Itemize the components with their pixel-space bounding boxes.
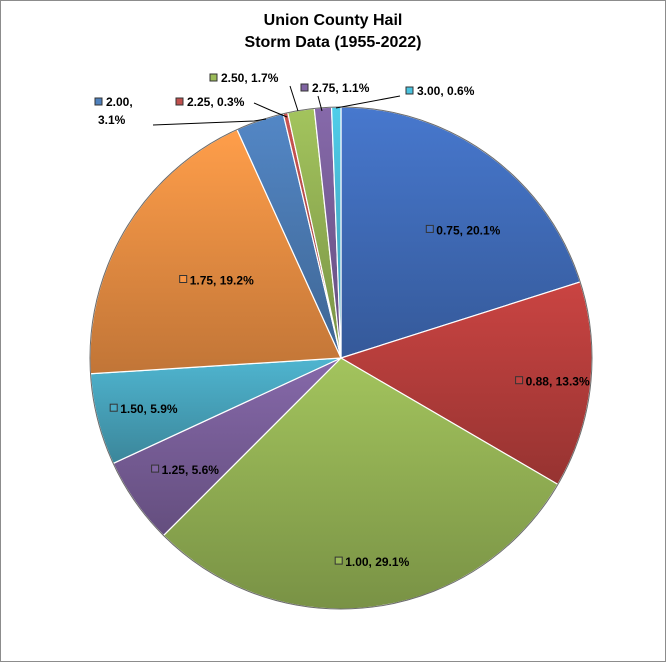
leader-line-3-00 [335,95,401,109]
chart-title-line1: Union County Hail [263,12,403,29]
svg-text:2.75, 1.1%: 2.75, 1.1% [312,81,370,95]
data-label-3-00: 3.00, 0.6% [405,84,475,98]
svg-text:2.00,: 2.00, [106,95,133,109]
chart-title-line2: Storm Data (1955-2022) [244,34,422,51]
data-label-1-25: 1.25, 5.6% [151,463,220,477]
svg-text:1.00, 29.1%: 1.00, 29.1% [345,555,409,569]
leader-line-2-50 [289,85,299,112]
data-label-0-88: 0.88, 13.3% [515,375,590,389]
leader-line-2-00 [152,118,267,126]
svg-text:1.75, 19.2%: 1.75, 19.2% [190,274,254,288]
svg-text:1.50, 5.9%: 1.50, 5.9% [120,402,178,416]
chart-title: Union County Hail Storm Data (1955-2022) [0,10,666,54]
data-label-2-75: 2.75, 1.1% [300,81,370,95]
svg-text:0.88, 13.3%: 0.88, 13.3% [526,375,590,389]
svg-text:2.25, 0.3%: 2.25, 0.3% [187,95,245,109]
data-label-2-00: 2.00, 3.1% [94,95,133,127]
data-label-1-50: 1.50, 5.9% [109,402,178,416]
svg-text:3.1%: 3.1% [98,113,126,127]
data-label-0-75: 0.75, 20.1% [425,223,501,237]
data-label-1-00: 1.00, 29.1% [334,555,410,569]
data-label-2-25: 2.25, 0.3% [175,95,245,109]
leader-line-2-25 [253,102,288,118]
leader-line-2-75 [317,95,323,112]
data-label-2-50: 2.50, 1.7% [209,71,279,85]
data-label-1-75: 1.75, 19.2% [179,274,254,288]
svg-text:1.25, 5.6%: 1.25, 5.6% [162,463,220,477]
svg-text:3.00, 0.6%: 3.00, 0.6% [417,84,475,98]
svg-text:0.75, 20.1%: 0.75, 20.1% [436,223,500,237]
svg-text:2.50, 1.7%: 2.50, 1.7% [221,71,279,85]
